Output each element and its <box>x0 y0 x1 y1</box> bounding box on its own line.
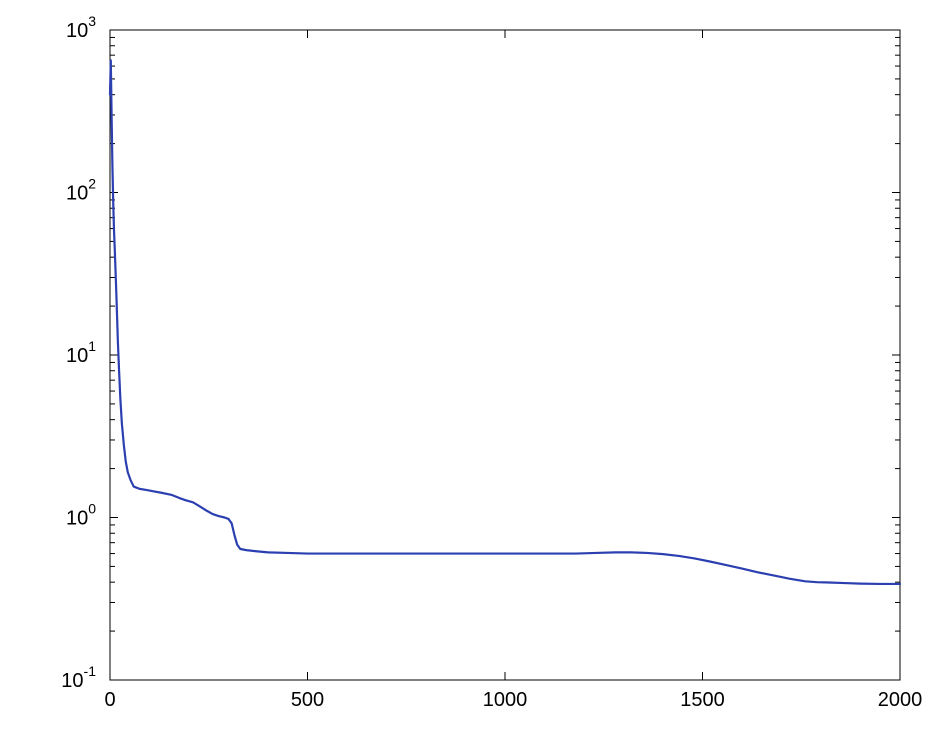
x-tick-label: 500 <box>291 689 324 711</box>
x-tick-label: 1000 <box>483 689 528 711</box>
x-tick-label: 1500 <box>680 689 725 711</box>
x-tick-label: 0 <box>104 689 115 711</box>
line-chart: 050010001500200010-1100101102103 <box>0 0 927 743</box>
chart-container: 050010001500200010-1100101102103 <box>0 0 927 743</box>
x-tick-label: 2000 <box>878 689 923 711</box>
